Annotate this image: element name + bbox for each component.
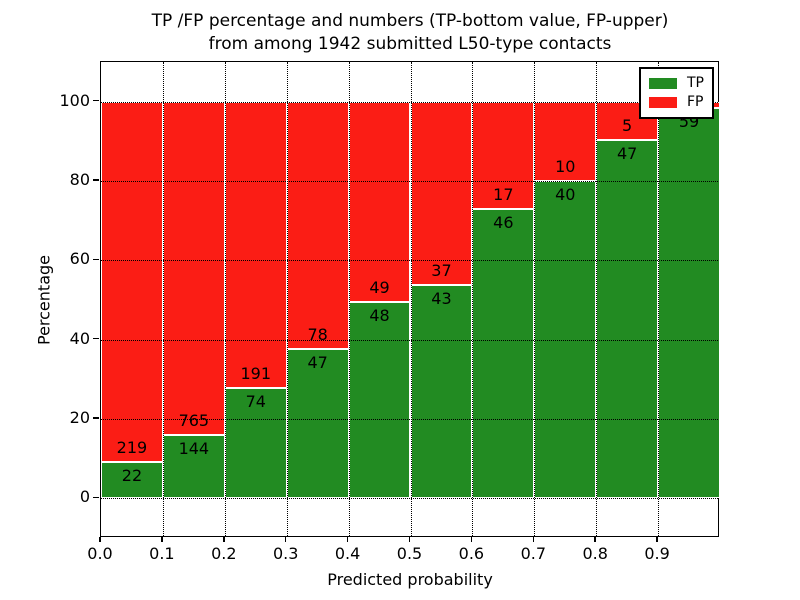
- bar-segment-tp: [348, 302, 411, 499]
- y-tick-label: 0: [79, 487, 90, 507]
- legend-swatch-fp-icon: [649, 97, 677, 108]
- tp-count-label: 74: [245, 391, 266, 411]
- gridline-vertical: [348, 62, 350, 536]
- y-axis-tick: [93, 417, 99, 419]
- x-tick-label: 0.4: [334, 544, 361, 563]
- bar-segment-tp: [472, 208, 535, 499]
- gridline-vertical: [658, 62, 660, 536]
- bar-segment-tp: [658, 108, 720, 499]
- tp-count-label: 144: [178, 439, 210, 459]
- legend: TP FP: [639, 67, 714, 119]
- legend-item-tp: TP: [649, 74, 704, 93]
- y-tick-label: 20: [69, 408, 90, 427]
- gridline-vertical: [472, 62, 474, 536]
- x-tick-label: 0.8: [582, 544, 608, 563]
- gridline-horizontal: [101, 260, 718, 262]
- x-tick-label: 0.0: [87, 544, 113, 563]
- tp-count-label: 46: [493, 212, 514, 232]
- fp-count-label: 17: [493, 184, 514, 204]
- bar-segment-fp: [162, 101, 225, 436]
- y-axis-tick: [93, 258, 99, 261]
- gridline-horizontal: [101, 181, 718, 182]
- fp-count-label: 219: [116, 438, 148, 458]
- x-axis-tick: [470, 537, 473, 542]
- y-axis-tick: [93, 337, 99, 340]
- tp-count-label: 22: [121, 466, 143, 486]
- bar-segment-tp: [286, 349, 349, 499]
- chart-title-line1: TP /FP percentage and numbers (TP-bottom…: [151, 11, 669, 31]
- gridline-horizontal: [101, 419, 718, 420]
- x-axis-tick: [99, 537, 101, 542]
- bar-segment-fp: [101, 101, 163, 463]
- x-axis-tick: [284, 537, 287, 542]
- x-tick-label: 0.2: [211, 544, 237, 563]
- x-axis-tick: [532, 537, 535, 542]
- x-tick-label: 0.3: [272, 544, 299, 563]
- fp-count-label: 49: [369, 278, 390, 298]
- x-tick-label: 0.9: [644, 544, 670, 563]
- bar-segment-fp: [224, 101, 287, 388]
- y-tick-label: 100: [59, 90, 90, 110]
- chart-title: TP /FP percentage and numbers (TP-bottom…: [152, 10, 669, 56]
- fp-count-label: 191: [240, 363, 272, 383]
- fp-count-label: 37: [431, 261, 452, 281]
- tp-count-label: 47: [616, 143, 638, 163]
- legend-label-fp: FP: [687, 94, 704, 110]
- y-axis-tick: [93, 496, 99, 499]
- fp-count-label: 78: [307, 325, 328, 345]
- y-axis-tick: [93, 179, 99, 181]
- bar-segment-fp: [410, 101, 473, 286]
- gridline-vertical: [286, 62, 288, 536]
- tp-count-label: 47: [307, 353, 328, 373]
- chart-title-line2: from among 1942 submitted L50-type conta…: [208, 34, 612, 54]
- x-axis-tick: [656, 537, 658, 542]
- bar-segment-tp: [101, 462, 163, 499]
- plot-area: 2192276514419174784749483743174610405471…: [100, 61, 720, 537]
- fp-count-label: 765: [178, 411, 210, 431]
- x-axis-tick: [223, 537, 225, 542]
- gridline-horizontal: [101, 339, 718, 341]
- fp-count-label: 10: [555, 157, 576, 176]
- bar-segment-tp: [162, 435, 225, 499]
- x-axis-tick: [408, 537, 411, 542]
- y-tick-label: 40: [69, 328, 90, 348]
- bar-segment-tp: [410, 285, 473, 499]
- legend-label-tp: TP: [687, 75, 704, 91]
- x-axis-tick: [594, 537, 596, 542]
- tp-count-label: 43: [431, 289, 452, 309]
- gridline-horizontal: [101, 101, 718, 103]
- y-axis-tick: [93, 99, 99, 102]
- tp-count-label: 40: [555, 185, 576, 204]
- gridline-vertical: [224, 62, 226, 536]
- bar-segment-fp: [348, 101, 411, 303]
- bar-segment-tp: [596, 139, 659, 499]
- x-tick-label: 0.7: [520, 544, 547, 563]
- gridline-vertical: [534, 62, 536, 536]
- x-tick-label: 0.6: [458, 544, 485, 563]
- x-axis-tick: [346, 537, 349, 542]
- x-tick-label: 0.5: [396, 544, 423, 563]
- legend-swatch-tp-icon: [649, 78, 677, 89]
- x-axis-tick: [161, 537, 163, 542]
- bar-segment-fp: [286, 101, 349, 350]
- gridline-horizontal: [101, 498, 718, 500]
- x-tick-label: 0.1: [149, 544, 175, 563]
- y-tick-label: 60: [69, 249, 90, 269]
- fp-count-label: 5: [622, 115, 633, 135]
- gridline-vertical: [596, 62, 598, 536]
- y-tick-label: 80: [69, 170, 90, 189]
- legend-item-fp: FP: [649, 93, 704, 112]
- tp-count-label: 48: [369, 306, 390, 326]
- gridline-vertical: [162, 62, 164, 536]
- x-axis-label: Predicted probability: [327, 570, 493, 589]
- gridline-vertical: [410, 62, 412, 536]
